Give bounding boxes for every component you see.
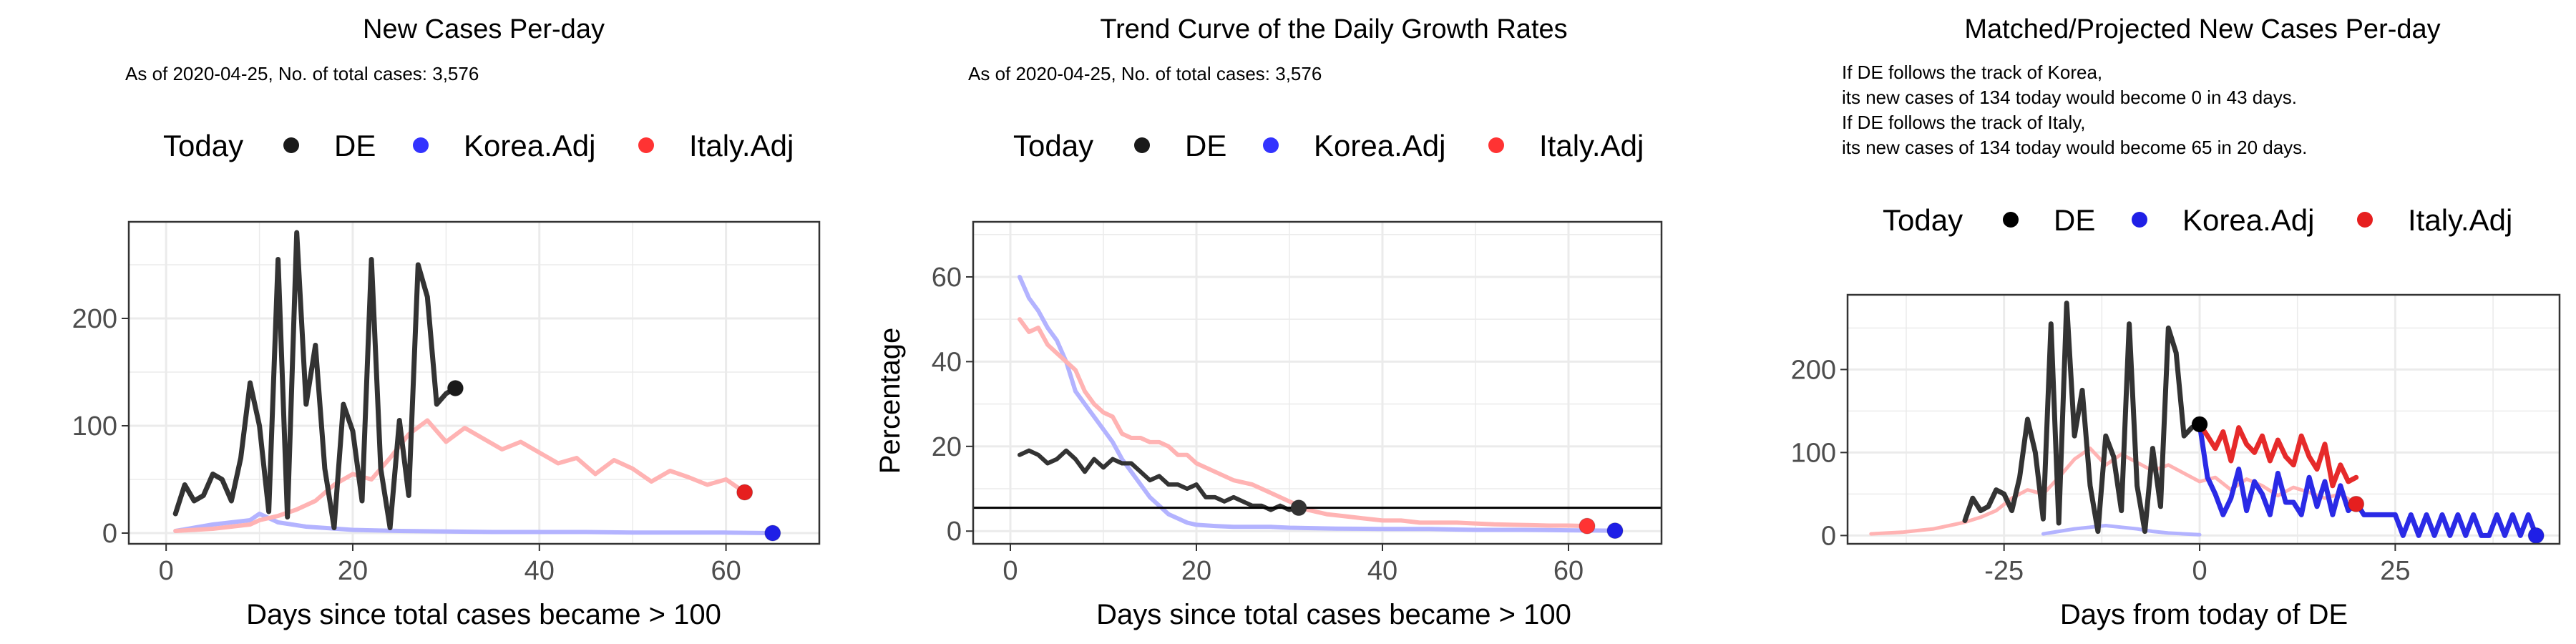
y-tick-label: 20 bbox=[932, 432, 962, 462]
legend-de-dot bbox=[1134, 137, 1150, 153]
legend-korea-label: Korea.Adj bbox=[2182, 203, 2314, 237]
legend-korea-label: Korea.Adj bbox=[1314, 129, 1445, 162]
note-line-2: its new cases of 134 today would become … bbox=[1842, 87, 2297, 108]
y-tick-label: 100 bbox=[72, 411, 117, 441]
legend-italy-dot bbox=[1488, 137, 1504, 153]
legend-de-label: DE bbox=[1185, 129, 1226, 162]
x-tick-label: 40 bbox=[1367, 556, 1397, 586]
legend-de-label: DE bbox=[334, 129, 376, 162]
today-point-korea-adj bbox=[1606, 522, 1624, 540]
panel-growth-rates: Trend Curve of the Daily Growth Rates As… bbox=[874, 14, 1663, 630]
y-tick-label: 40 bbox=[932, 347, 962, 377]
y-tick-label: 200 bbox=[1791, 355, 1836, 385]
x-tick-label: 60 bbox=[711, 556, 741, 586]
plot-border bbox=[127, 220, 821, 545]
y-tick-label: 100 bbox=[1791, 438, 1836, 468]
x-tick-label: 20 bbox=[1181, 556, 1211, 586]
series-line-korea-adj-faint bbox=[2041, 524, 2202, 537]
legend-today-label: Today bbox=[163, 129, 243, 162]
today-point-italy-adj bbox=[2348, 495, 2365, 512]
legend-italy-dot bbox=[2357, 212, 2373, 228]
panel-3-plot-area: -25 0 25 0 100 200 bbox=[1791, 293, 2561, 586]
panel-1-subtitle: As of 2020-04-25, No. of total cases: 3,… bbox=[125, 63, 479, 84]
note-line-3: If DE follows the track of Italy, bbox=[1842, 112, 2086, 133]
legend-de-label: DE bbox=[2054, 203, 2095, 237]
today-point-de bbox=[447, 380, 464, 396]
panel-2-x-axis-title: Days since total cases became > 100 bbox=[1096, 599, 1571, 630]
series-line-korea-adj bbox=[2197, 421, 2539, 538]
series-line-de bbox=[172, 230, 458, 530]
series-line-korea-adj bbox=[173, 512, 775, 535]
note-line-4: its new cases of 134 today would become … bbox=[1842, 137, 2307, 158]
series-line-korea-adj bbox=[1018, 275, 1617, 533]
series-line-italy-adj bbox=[2197, 421, 2359, 489]
legend-today-label: Today bbox=[1013, 129, 1093, 162]
plot-border bbox=[972, 220, 1663, 545]
panel-2-y-axis-title: Percentage bbox=[874, 328, 906, 474]
plot-border bbox=[1846, 293, 2561, 545]
legend-de-dot bbox=[283, 137, 299, 153]
x-tick-label: 0 bbox=[1002, 556, 1018, 586]
today-point-de bbox=[1290, 499, 1307, 517]
y-tick-label: 0 bbox=[1821, 521, 1836, 551]
today-point-italy-adj bbox=[1579, 517, 1596, 535]
panel-1-plot-area: 0 20 40 60 0 100 200 bbox=[72, 220, 821, 586]
legend-korea-dot bbox=[2132, 212, 2147, 228]
today-point-korea-adj bbox=[2527, 527, 2545, 544]
panel-2-subtitle: As of 2020-04-25, No. of total cases: 3,… bbox=[968, 63, 1322, 84]
y-tick-label: 0 bbox=[102, 519, 117, 549]
panel-new-cases: New Cases Per-day As of 2020-04-25, No. … bbox=[72, 14, 821, 630]
panel-matched-projected: Matched/Projected New Cases Per-day If D… bbox=[1791, 14, 2561, 630]
x-tick-label: 20 bbox=[338, 556, 368, 586]
panel-3-x-axis-title: Days from today of DE bbox=[2060, 599, 2348, 630]
panel-1-legend: Today DE Korea.Adj Italy.Adj bbox=[163, 129, 794, 162]
today-point-korea-adj bbox=[764, 525, 781, 542]
today-point-de bbox=[2191, 416, 2208, 433]
series-line-de bbox=[1962, 301, 2202, 535]
x-tick-label: 0 bbox=[2192, 556, 2207, 586]
legend-today-label: Today bbox=[1883, 203, 1963, 237]
legend-italy-dot bbox=[638, 137, 654, 153]
legend-italy-label: Italy.Adj bbox=[2408, 203, 2512, 237]
panel-2-title: Trend Curve of the Daily Growth Rates bbox=[1100, 14, 1567, 44]
y-tick-label: 60 bbox=[932, 263, 962, 293]
x-tick-label: -25 bbox=[1984, 556, 2024, 586]
panel-3-notes: If DE follows the track of Korea, its ne… bbox=[1842, 62, 2307, 158]
panel-1-x-axis-title: Days since total cases became > 100 bbox=[246, 599, 721, 630]
panel-3-legend: Today DE Korea.Adj Italy.Adj bbox=[1883, 203, 2512, 237]
legend-italy-label: Italy.Adj bbox=[689, 129, 794, 162]
series-line-de bbox=[1018, 448, 1301, 512]
plot-background bbox=[129, 222, 819, 544]
x-tick-label: 25 bbox=[2380, 556, 2410, 586]
legend-de-dot bbox=[2003, 212, 2019, 228]
today-point-italy-adj bbox=[736, 484, 753, 501]
y-tick-label: 0 bbox=[947, 517, 962, 547]
plot-background bbox=[973, 222, 1662, 544]
panel-3-title: Matched/Projected New Cases Per-day bbox=[1964, 14, 2440, 44]
legend-italy-label: Italy.Adj bbox=[1539, 129, 1644, 162]
legend-korea-dot bbox=[1263, 137, 1279, 153]
series-line-italy-adj bbox=[1018, 317, 1589, 529]
legend-korea-label: Korea.Adj bbox=[464, 129, 595, 162]
panel-2-plot-area: 0 20 40 60 0 20 40 60 bbox=[932, 220, 1663, 586]
note-line-1: If DE follows the track of Korea, bbox=[1842, 62, 2102, 83]
x-tick-label: 60 bbox=[1553, 556, 1584, 586]
panel-2-legend: Today DE Korea.Adj Italy.Adj bbox=[1013, 129, 1644, 162]
y-tick-label: 200 bbox=[72, 304, 117, 334]
legend-korea-dot bbox=[413, 137, 429, 153]
x-tick-label: 40 bbox=[525, 556, 555, 586]
series-line-italy-adj bbox=[173, 418, 747, 533]
panel-1-title: New Cases Per-day bbox=[363, 14, 605, 44]
x-tick-label: 0 bbox=[159, 556, 174, 586]
